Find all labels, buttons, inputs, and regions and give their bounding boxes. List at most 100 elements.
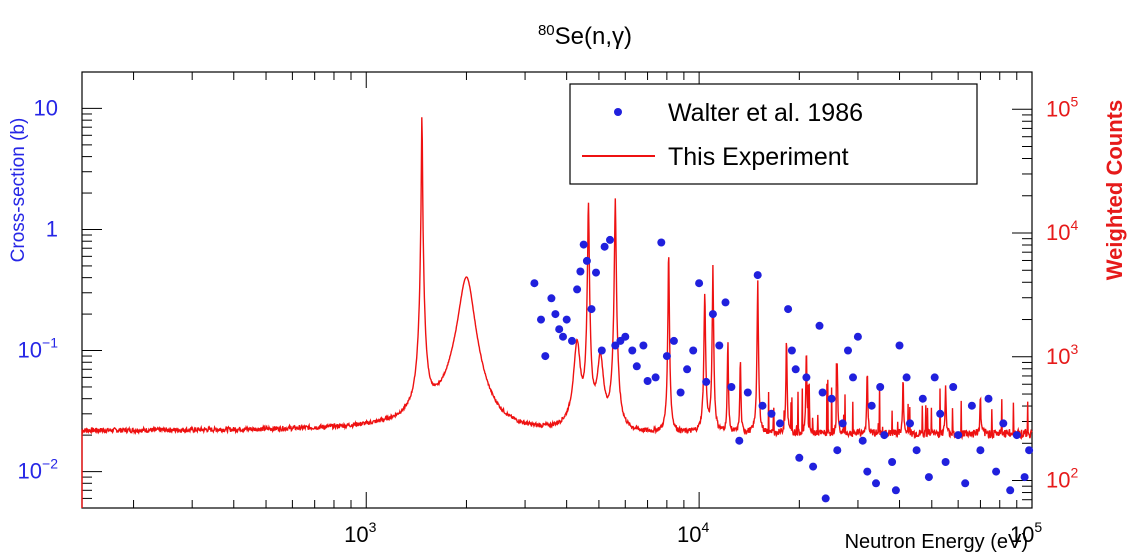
chart-title-reaction: Se(n,γ) [555, 23, 632, 50]
data-point [984, 394, 993, 403]
data-point [541, 352, 550, 361]
x-tick-label: 105 [1010, 519, 1042, 547]
data-point [876, 383, 885, 391]
data-point [815, 321, 824, 330]
data-point [576, 267, 585, 276]
data-point [784, 305, 793, 314]
data-point [606, 235, 614, 244]
data-point [689, 346, 698, 355]
data-point [708, 310, 717, 319]
data-point [1020, 473, 1029, 482]
y-axis-right-label: Weighted Counts [1102, 100, 1127, 280]
data-point [597, 346, 606, 355]
data-point [1006, 486, 1015, 495]
data-point [592, 268, 600, 277]
legend-label-experiment: This Experiment [668, 143, 849, 171]
data-point [891, 486, 900, 495]
data-point [880, 431, 889, 440]
legend: Walter et al. 1986 This Experiment [569, 83, 978, 185]
data-point [559, 332, 567, 341]
data-point [802, 373, 811, 382]
data-point [895, 341, 904, 350]
data-point [643, 377, 652, 385]
data-point [906, 419, 914, 428]
data-point [753, 271, 762, 280]
data-point [582, 256, 591, 265]
axis-ticks: 103 104 105 10 1 10−1 10−2 105 104 103 102 [18, 71, 1078, 547]
chart-title-isotope: 80 [538, 22, 555, 39]
legend-box [569, 83, 978, 185]
data-point [767, 409, 776, 418]
data-point [721, 298, 730, 307]
data-point [547, 294, 556, 303]
data-point [1012, 431, 1021, 440]
data-point [727, 383, 736, 391]
y-right-tick-label: 105 [1046, 93, 1078, 121]
data-point [555, 325, 564, 334]
legend-marker-walter [614, 108, 622, 116]
data-point [776, 419, 784, 428]
data-point [924, 473, 933, 482]
data-point [676, 388, 685, 397]
data-point [639, 341, 648, 350]
data-point [632, 362, 641, 371]
data-point [858, 436, 867, 445]
data-point [849, 373, 857, 382]
data-point [562, 315, 571, 324]
data-point [568, 336, 576, 345]
data-point [827, 394, 836, 403]
data-point [999, 419, 1008, 428]
data-point [1025, 446, 1034, 455]
data-point [867, 401, 876, 410]
x-tick-label: 104 [677, 519, 709, 547]
data-point [537, 315, 545, 324]
data-point [551, 310, 560, 319]
data-point [949, 383, 958, 391]
data-point [853, 332, 862, 341]
experiment-series [81, 117, 1033, 508]
x-axis-label: Neutron Energy (eV) [845, 531, 1028, 553]
data-point [787, 346, 796, 355]
data-point [992, 467, 1001, 476]
y-left-tick-label: 10−2 [18, 456, 59, 484]
data-point [821, 494, 830, 503]
data-point [954, 431, 963, 440]
data-point [902, 373, 911, 382]
walter-series [530, 235, 1034, 503]
plot-frame [81, 71, 1033, 509]
data-point [530, 279, 539, 288]
y-left-tick-label: 1 [46, 216, 58, 241]
data-point [791, 365, 800, 374]
y-axis-left-label: Cross-section (b) [8, 118, 29, 263]
data-point [961, 479, 970, 488]
experiment-line [81, 117, 1033, 508]
data-point [833, 446, 842, 455]
data-point [611, 341, 620, 350]
data-point [918, 394, 927, 403]
data-point [936, 409, 945, 418]
y-right-tick-label: 104 [1046, 217, 1078, 245]
x-tick-label: 103 [344, 519, 376, 547]
data-point [809, 462, 818, 471]
data-point [863, 467, 872, 476]
legend-label-walter: Walter et al. 1986 [668, 99, 863, 127]
data-point [657, 238, 666, 247]
data-point [600, 242, 609, 251]
data-point [795, 453, 804, 462]
y-left-tick-label: 10−1 [18, 335, 59, 363]
data-point [587, 305, 596, 314]
data-point [941, 458, 950, 466]
data-point [573, 285, 582, 294]
data-point [930, 373, 939, 382]
data-point [844, 346, 852, 355]
data-point [695, 279, 704, 288]
data-point [976, 446, 985, 455]
data-point [621, 332, 630, 341]
data-point [818, 388, 827, 397]
data-point [838, 419, 847, 428]
data-point [758, 401, 767, 410]
data-point [683, 365, 692, 374]
data-point [912, 446, 921, 455]
data-point [743, 388, 752, 397]
